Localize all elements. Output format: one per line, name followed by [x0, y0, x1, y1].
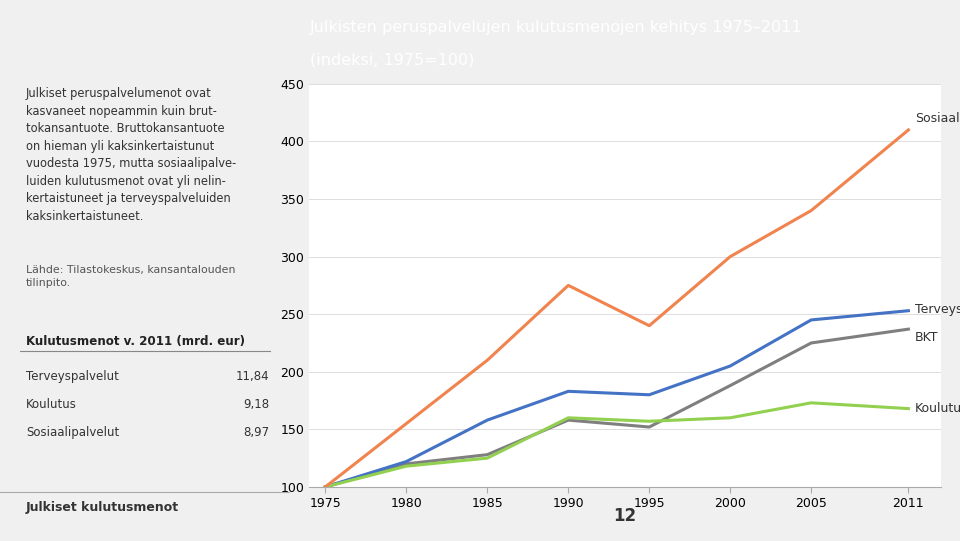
Text: Lähde: Tilastokeskus, kansantalouden
tilinpito.: Lähde: Tilastokeskus, kansantalouden til…	[26, 265, 235, 288]
Text: Koulutus: Koulutus	[915, 402, 960, 415]
Text: Kulutusmenot v. 2011 (mrd. eur): Kulutusmenot v. 2011 (mrd. eur)	[26, 335, 245, 348]
Text: 8,97: 8,97	[244, 426, 270, 439]
Text: Terveyspalvelut: Terveyspalvelut	[915, 303, 960, 316]
Text: Sosiaalipalvelut: Sosiaalipalvelut	[26, 426, 119, 439]
Text: Sosiaalipalvelut: Sosiaalipalvelut	[915, 113, 960, 126]
Text: Julkiset peruspalvelumenot ovat
kasvaneet nopeammin kuin brut-
tokansantuote. Br: Julkiset peruspalvelumenot ovat kasvanee…	[26, 87, 236, 222]
Text: Terveyspalvelut: Terveyspalvelut	[26, 370, 119, 383]
Text: Koulutus: Koulutus	[26, 398, 77, 411]
Text: 12: 12	[613, 507, 636, 525]
Text: Julkiset kulutusmenot: Julkiset kulutusmenot	[26, 501, 180, 514]
Text: Julkisten peruspalvelujen kulutusmenojen kehitys 1975–2011: Julkisten peruspalvelujen kulutusmenojen…	[310, 21, 803, 36]
Text: 9,18: 9,18	[244, 398, 270, 411]
Text: (indeksi, 1975=100): (indeksi, 1975=100)	[310, 52, 474, 68]
Text: BKT: BKT	[915, 332, 938, 345]
Text: 11,84: 11,84	[236, 370, 270, 383]
